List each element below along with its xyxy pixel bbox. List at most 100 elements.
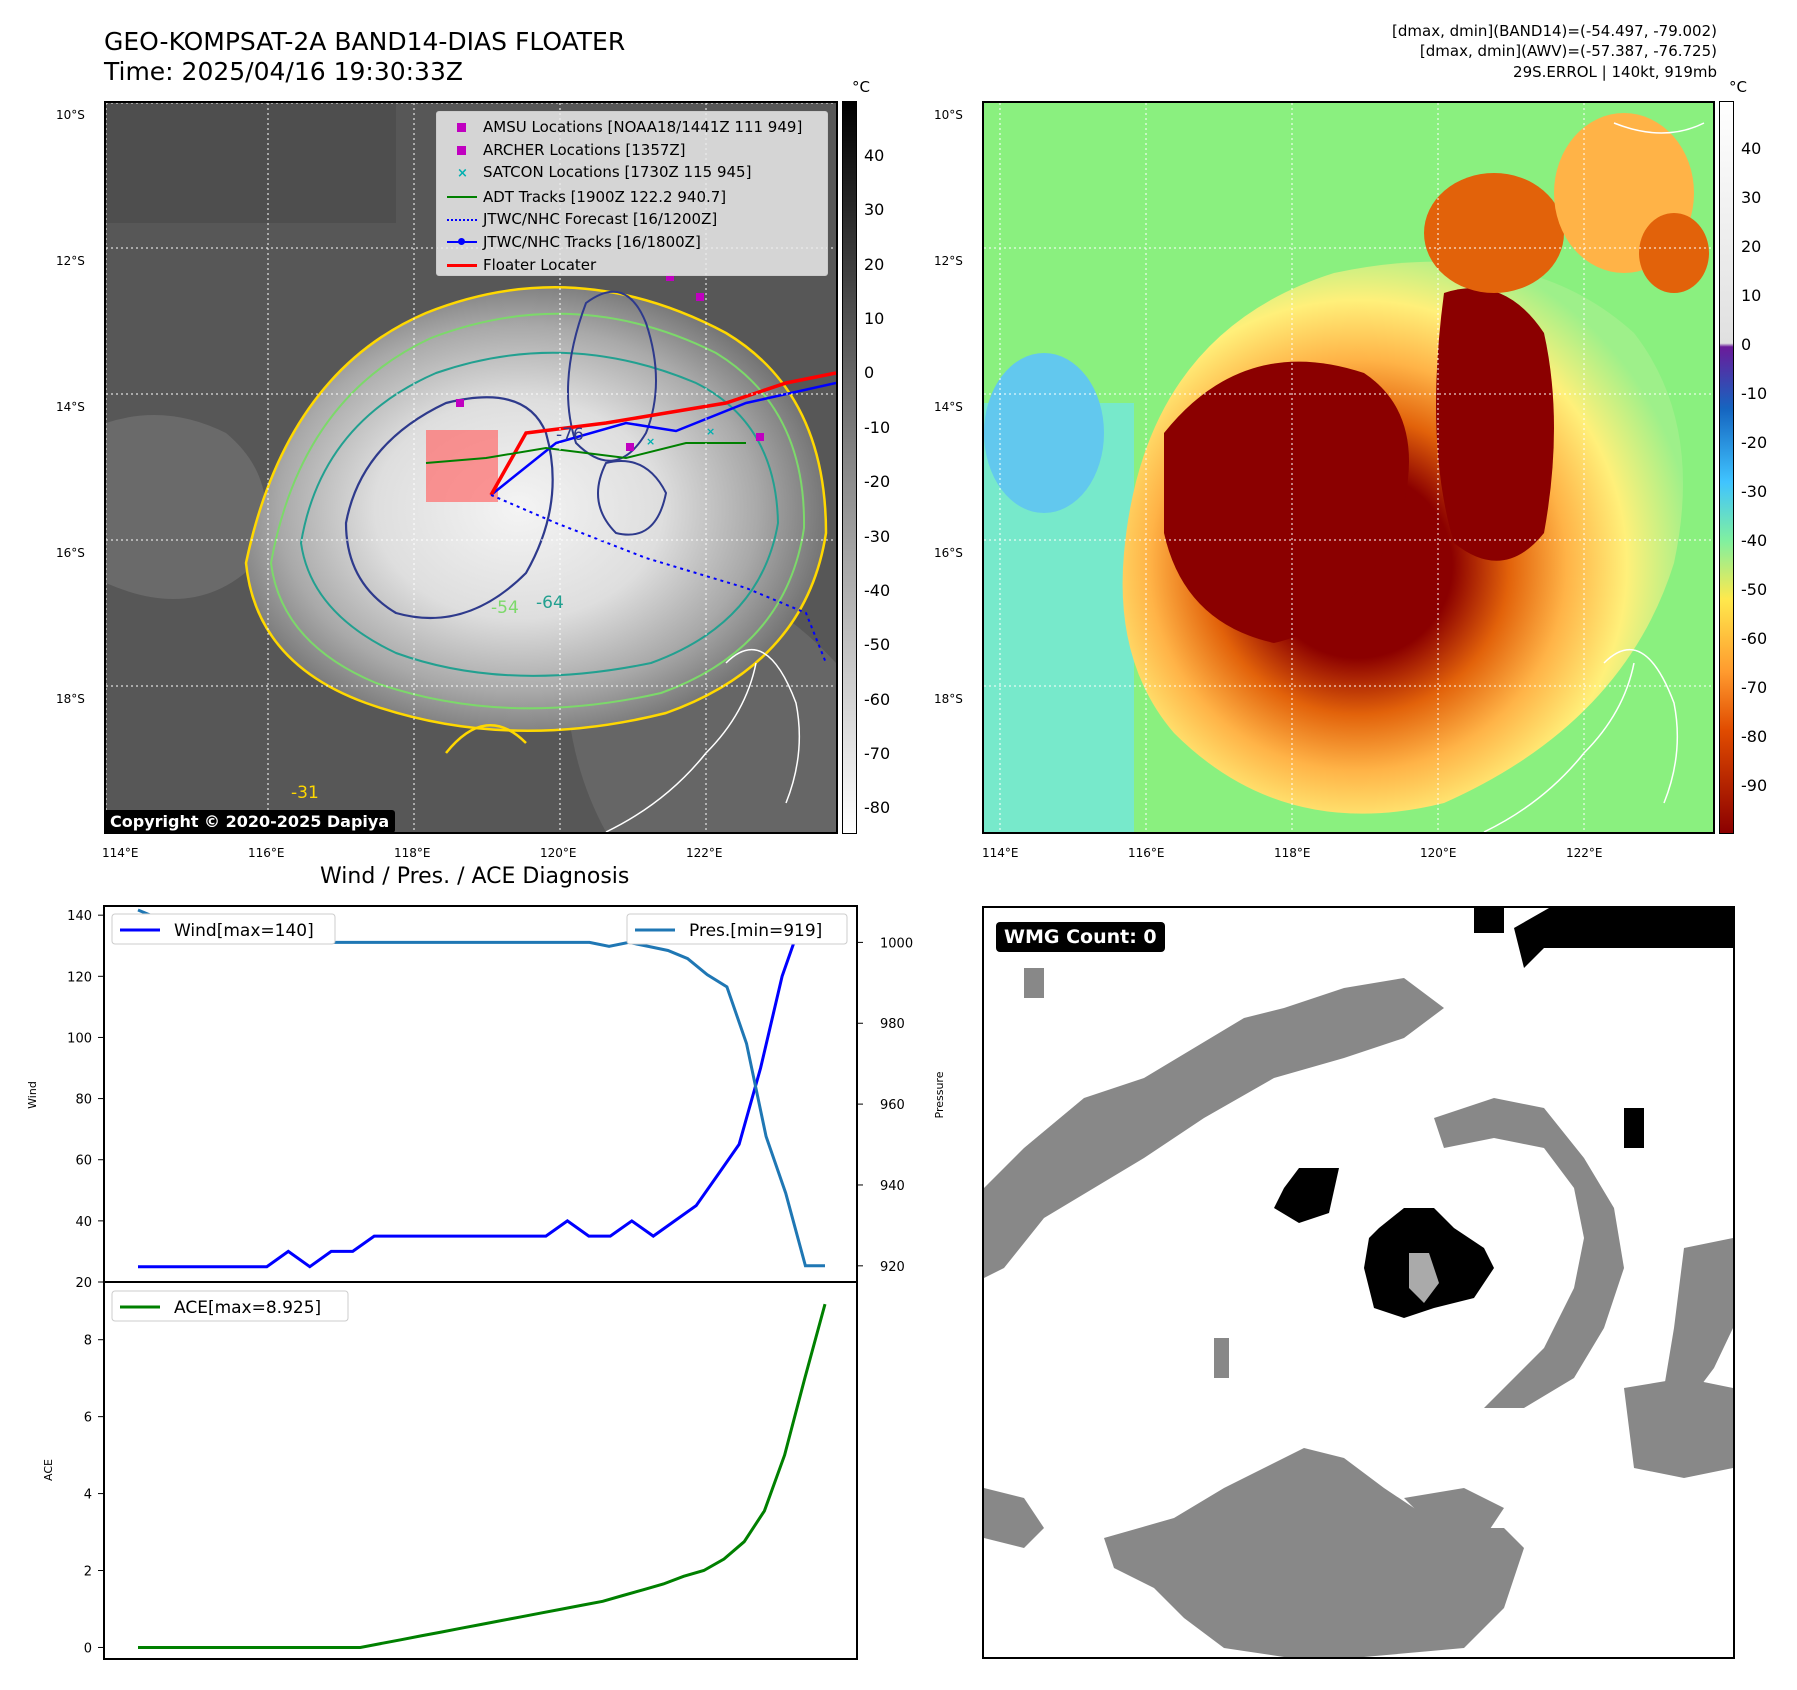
contour-label-31: -31 xyxy=(291,783,319,803)
archer-marker xyxy=(626,443,634,451)
ir-enhanced-map xyxy=(982,101,1715,834)
figure-title: GEO-KOMPSAT-2A BAND14-DIAS FLOATER xyxy=(104,27,626,56)
axis-tick-label: 1000 xyxy=(880,936,913,951)
colorbar-tick-label: -40 xyxy=(864,580,891,600)
satcon-marker: × xyxy=(646,435,655,448)
ace-series-line xyxy=(138,1303,827,1649)
lon-label: 114°E xyxy=(982,846,1019,860)
floater-box xyxy=(426,430,498,502)
adt-legend-line xyxy=(447,196,477,199)
colorbar-tick-label: -30 xyxy=(1741,482,1768,502)
axis-tick-label: 120 xyxy=(67,970,92,985)
colorbar-tick-label: 30 xyxy=(864,200,885,220)
ace-legend xyxy=(111,1290,349,1322)
lat-label: 12°S xyxy=(934,254,963,268)
wind-axis-label: Wind xyxy=(26,1081,39,1109)
legend-item-amsu: AMSU Locations [NOAA18/1441Z 111 949] xyxy=(447,116,827,139)
archer-marker xyxy=(756,433,764,441)
ir-grayscale-map: × × -76 -64 -54 -31 AMSU Locations [NOAA… xyxy=(104,101,838,834)
colorbar-tick-label: 20 xyxy=(864,254,885,274)
colorbar-tick-label: -40 xyxy=(1741,531,1768,551)
axis-tick-label: 140 xyxy=(67,909,92,924)
forecast-track-line xyxy=(490,494,827,664)
axis-tick-label: 940 xyxy=(880,1179,905,1194)
lat-label: 12°S xyxy=(56,254,85,268)
colorbar-tick-label: -50 xyxy=(1741,580,1768,600)
forecast-legend-line xyxy=(447,218,477,221)
band14-range: [dmax, dmin](BAND14)=(-54.497, -79.002) xyxy=(1392,22,1717,40)
axis-tick-label: 6 xyxy=(84,1411,92,1426)
pressure-axis-label: Pressure xyxy=(933,1071,946,1118)
axis-tick-label: 0 xyxy=(84,1641,92,1656)
wind-legend xyxy=(111,913,336,945)
lon-label: 118°E xyxy=(1274,846,1311,860)
lat-label: 18°S xyxy=(56,692,85,706)
colorbar-tick-label: -10 xyxy=(864,417,891,437)
legend-item-satcon: × SATCON Locations [1730Z 115 945] xyxy=(447,161,827,186)
satcon-marker: × xyxy=(706,425,715,438)
colorbar-unit: °C xyxy=(1729,78,1747,96)
axis-tick-label: 80 xyxy=(75,1093,92,1108)
colorbar-tick-label: -80 xyxy=(864,798,891,818)
lon-label: 120°E xyxy=(1420,846,1457,860)
colorbar-tick-label: -60 xyxy=(1741,629,1768,649)
colorbar-tick-label: -60 xyxy=(864,689,891,709)
jtwc-track-line xyxy=(490,381,836,496)
axis-tick-label: 980 xyxy=(880,1017,905,1032)
lon-label: 116°E xyxy=(1128,846,1165,860)
amsu-marker xyxy=(666,273,674,281)
colorbar-tick-label: 0 xyxy=(864,363,875,383)
jtwc-legend-line xyxy=(447,238,477,246)
colorbar-tick-label: 40 xyxy=(1741,139,1762,159)
contour-label-76: -76 xyxy=(556,425,584,445)
awv-range: [dmax, dmin](AWV)=(-57.387, -76.725) xyxy=(1419,42,1717,60)
wmg-count-badge: WMG Count: 0 xyxy=(996,922,1165,952)
floater-track-line xyxy=(489,371,836,496)
contour-label-64: -64 xyxy=(536,593,564,613)
wmg-panel: WMG Count: 0 xyxy=(982,906,1735,1659)
lat-label: 16°S xyxy=(56,546,85,560)
storm-info: 29S.ERROL | 140kt, 919mb xyxy=(1513,63,1717,81)
axis-tick-label: 4 xyxy=(84,1488,92,1503)
lat-label: 10°S xyxy=(934,108,963,122)
wind-legend-label: Wind[max=140] xyxy=(174,921,314,941)
colorbar-tick-label: -10 xyxy=(1741,384,1768,404)
colorbar-tick-label: 30 xyxy=(1741,188,1762,208)
colorbar-tick-label: -50 xyxy=(864,635,891,655)
floater-legend-line xyxy=(447,263,477,267)
colorbar-tick-label: 20 xyxy=(1741,237,1762,257)
ace-axis-label: ACE xyxy=(42,1459,55,1481)
amsu-legend-marker xyxy=(457,123,466,132)
adt-track-line xyxy=(425,442,746,464)
colorbar-tick-label: -30 xyxy=(864,526,891,546)
axis-tick-label: 920 xyxy=(880,1260,905,1275)
archer-marker xyxy=(696,293,704,301)
legend-item-archer: ARCHER Locations [1357Z] xyxy=(447,139,827,162)
colorbar-tick-label: -70 xyxy=(1741,678,1768,698)
copyright-badge: Copyright © 2020-2025 Dapiya xyxy=(106,810,396,832)
axis-tick-label: 40 xyxy=(75,1215,92,1230)
lon-label: 116°E xyxy=(248,846,285,860)
amsu-marker xyxy=(456,399,464,407)
axis-tick-label: 60 xyxy=(75,1154,92,1169)
colorbar-tick-label: -70 xyxy=(864,743,891,763)
lon-label: 122°E xyxy=(1566,846,1603,860)
lon-label: 120°E xyxy=(540,846,577,860)
colorbar-tick-label: 0 xyxy=(1741,335,1752,355)
colorbar-tick-label: -80 xyxy=(1741,727,1768,747)
lat-label: 10°S xyxy=(56,108,85,122)
figure-time: Time: 2025/04/16 19:30:33Z xyxy=(104,57,463,86)
lon-label: 114°E xyxy=(102,846,139,860)
lon-label: 122°E xyxy=(686,846,723,860)
satcon-legend-marker: × xyxy=(457,166,468,182)
legend-item-jtwc: JTWC/NHC Tracks [16/1800Z] xyxy=(447,231,827,254)
wind-series-line xyxy=(138,913,825,1269)
colorbar-tick-label: -20 xyxy=(864,472,891,492)
colorbar-tick-label: -20 xyxy=(1741,433,1768,453)
colorbar-unit: °C xyxy=(852,78,870,96)
enhanced-colorbar xyxy=(1719,101,1734,834)
colorbar-tick-label: 10 xyxy=(864,309,885,329)
legend-item-adt: ADT Tracks [1900Z 122.2 940.7] xyxy=(447,186,827,209)
diagnosis-title: Wind / Pres. / ACE Diagnosis xyxy=(320,864,630,889)
